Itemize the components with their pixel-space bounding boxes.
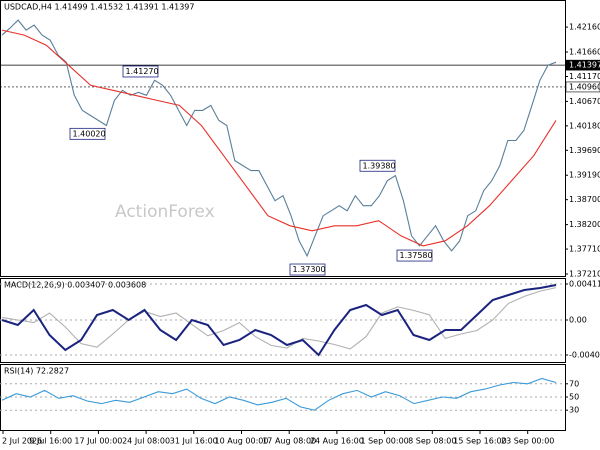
x-tick-label: 31 Jul 16:00 [170, 437, 218, 446]
series-line [1, 284, 557, 357]
watermark: ActionForex [115, 202, 215, 222]
x-tick-label: 8 Sep 08:00 [408, 437, 456, 446]
y-tick-label: 1.40670 [569, 97, 600, 106]
price-tag [565, 81, 600, 93]
panel-title: USDCAD,H4 1.41499 1.41532 1.41391 1.4139… [4, 3, 194, 12]
price-annotation-box [289, 263, 326, 276]
panel-title: RSI(14) 72.2827 [4, 367, 69, 376]
y-tick-label: -0.004001 [569, 351, 600, 360]
x-tick-label: 1 Sep 00:00 [360, 437, 408, 446]
x-tick-label: 23 Sep 00:00 [501, 437, 554, 446]
price-tag-label: 1.40960 [569, 82, 600, 91]
y-tick-label: 0.00 [569, 316, 587, 325]
y-tick-label: 1.40180 [569, 121, 600, 130]
price-annotation: 1.41270 [126, 67, 159, 76]
panel-title: MACD(12,26,9) 0.003407 0.003608 [4, 281, 146, 290]
y-tick-label: 1.37710 [569, 245, 600, 254]
price-tag [565, 59, 600, 71]
y-tick-label: 1.38200 [569, 220, 600, 229]
price-annotation-box [359, 159, 396, 172]
x-tick-label: 10 Aug 00:00 [215, 437, 269, 446]
x-tick-label: 2 Jul 2026 [2, 437, 42, 446]
y-tick-label: 1.41660 [569, 48, 600, 57]
price-annotation-box [69, 127, 106, 140]
series-line [1, 377, 557, 411]
series-line [1, 287, 557, 350]
x-tick-label: 15 Sep 16:00 [453, 437, 506, 446]
y-tick-label: 0.004116 [569, 279, 600, 288]
price-annotation: 1.40020 [73, 129, 106, 138]
x-tick-label: 9 Jul 16:00 [29, 437, 72, 446]
y-tick-label: 1.39190 [569, 171, 600, 180]
price-annotation: 1.37580 [400, 251, 433, 260]
panel-frame [0, 0, 566, 277]
y-tick-label: 70 [569, 379, 579, 388]
y-tick-label: 1.39690 [569, 146, 600, 155]
price-annotation-box [396, 249, 433, 262]
series-line [1, 29, 557, 247]
price-annotation: 1.37300 [293, 265, 326, 274]
x-tick-label: 17 Jul 00:00 [74, 437, 122, 446]
y-tick-label: 1.41170 [569, 72, 600, 81]
price-tag-label: 1.41397 [569, 61, 600, 70]
y-tick-label: 1.37210 [569, 270, 600, 279]
x-tick-label: 24 Aug 16:00 [310, 437, 364, 446]
y-tick-label: 50 [569, 393, 579, 402]
y-tick-label: 1.38700 [569, 195, 600, 204]
y-tick-label: 30 [569, 406, 579, 415]
price-annotation-box [122, 65, 159, 78]
y-tick-label: 1.42160 [569, 23, 600, 32]
x-tick-label: 24 Jul 08:00 [122, 437, 170, 446]
price-annotation: 1.39380 [363, 161, 396, 170]
x-tick-label: 17 Aug 08:00 [262, 437, 316, 446]
